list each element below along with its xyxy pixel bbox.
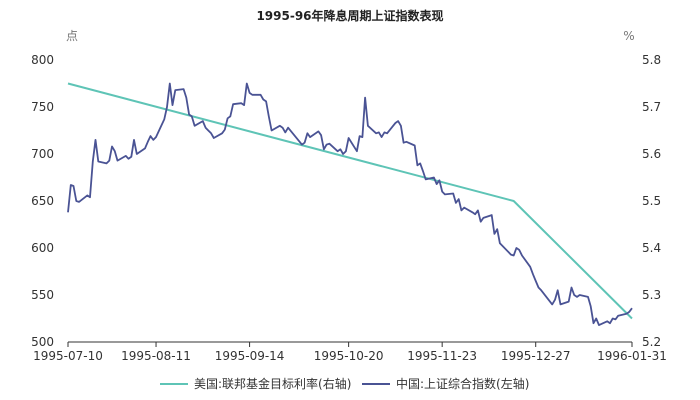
fed-rate-line bbox=[67, 82, 633, 320]
left-y-tick-label: 750 bbox=[31, 100, 54, 114]
right-y-tick-label: 5.6 bbox=[642, 147, 661, 161]
x-tick-label: 1995-09-14 bbox=[215, 349, 285, 363]
x-tick-label: 1995-10-20 bbox=[314, 349, 384, 363]
legend-label-shanghai: 中国:上证综合指数(左轴) bbox=[396, 376, 529, 391]
x-tick-label: 1995-08-11 bbox=[121, 349, 191, 363]
left-y-tick-label: 500 bbox=[31, 335, 54, 349]
right-y-tick-label: 5.3 bbox=[642, 288, 661, 302]
right-y-tick-label: 5.8 bbox=[642, 53, 661, 67]
x-tick-label: 1995-07-10 bbox=[33, 349, 103, 363]
x-tick-label: 1995-11-23 bbox=[407, 349, 477, 363]
right-y-tick-label: 5.5 bbox=[642, 194, 661, 208]
left-axis-unit: 点 bbox=[66, 29, 78, 43]
legend-label-fed-rate: 美国:联邦基金目标利率(右轴) bbox=[194, 376, 351, 391]
left-y-tick-label: 700 bbox=[31, 147, 54, 161]
right-y-axis: 5.2 5.3 5.4 5.5 5.6 5.7 5.8 bbox=[642, 53, 661, 349]
x-tick-label: 1995-12-27 bbox=[501, 349, 571, 363]
shanghai-index-line bbox=[67, 82, 633, 327]
legend: 美国:联邦基金目标利率(右轴) 中国:上证综合指数(左轴) bbox=[160, 376, 529, 391]
left-y-tick-label: 550 bbox=[31, 288, 54, 302]
right-y-tick-label: 5.4 bbox=[642, 241, 661, 255]
x-tick-label: 1996-01-31 bbox=[597, 349, 667, 363]
left-y-axis: 500 550 600 650 700 750 800 bbox=[31, 53, 54, 349]
left-y-tick-label: 600 bbox=[31, 241, 54, 255]
x-axis: 1995-07-10 1995-08-11 1995-09-14 1995-10-20… bbox=[33, 341, 667, 363]
right-y-tick-label: 5.2 bbox=[642, 335, 661, 349]
right-y-tick-label: 5.7 bbox=[642, 100, 661, 114]
right-axis-unit: % bbox=[623, 29, 634, 43]
left-y-tick-label: 650 bbox=[31, 194, 54, 208]
chart-title: 1995-96年降息周期上证指数表现 bbox=[256, 8, 443, 23]
plot-area bbox=[67, 82, 633, 327]
left-y-tick-label: 800 bbox=[31, 53, 54, 67]
